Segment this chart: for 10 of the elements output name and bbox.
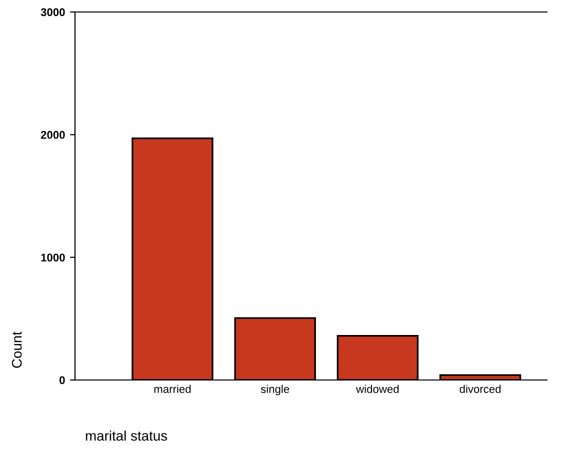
y-tick-label: 1000 (41, 254, 65, 262)
x-tick-label: widowed (356, 384, 399, 394)
y-tick-label: 2000 (40, 130, 65, 139)
x-tick-label: single (260, 384, 290, 396)
x-tick-label: divorced (460, 384, 501, 394)
x-tick-label: married (154, 384, 191, 394)
y-tick-label: 3000 (40, 8, 65, 16)
y-axis-title: Count (12, 332, 22, 368)
x-axis-title: marital status (86, 430, 168, 441)
y-tick-label: 0 (60, 376, 65, 384)
